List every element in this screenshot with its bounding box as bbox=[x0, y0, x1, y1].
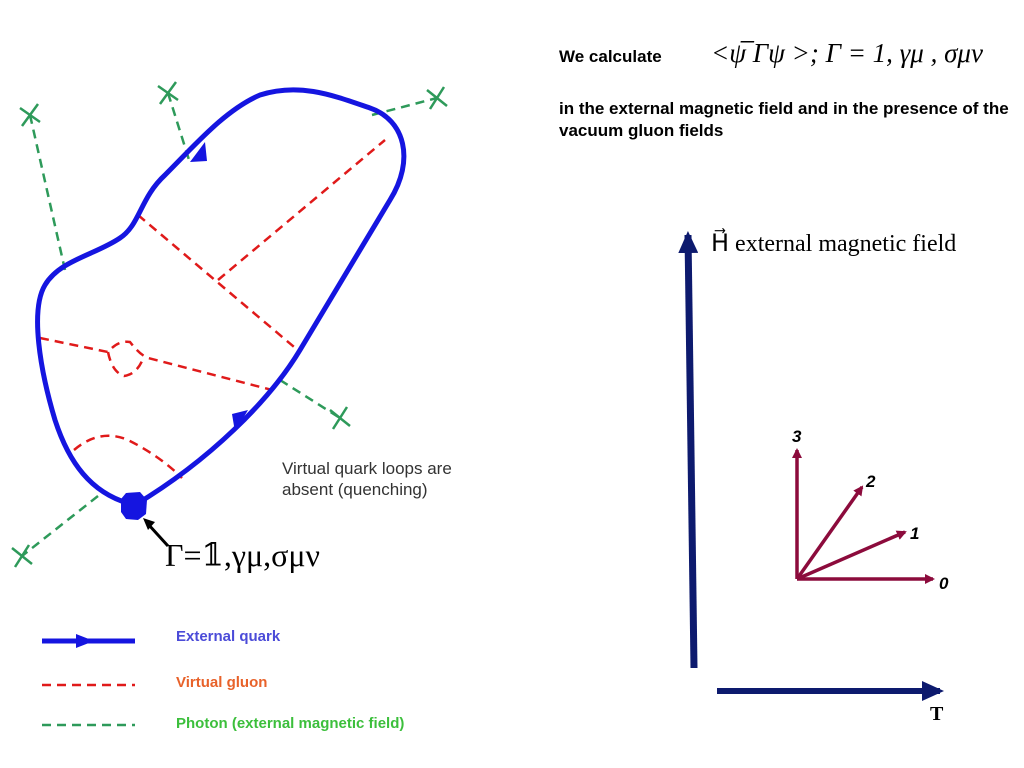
calc-formula: <ψ̅ Γψ >; Γ = 1, γμ , σμν bbox=[711, 38, 983, 68]
vector-2-label: 2 bbox=[866, 472, 876, 491]
vertex-pointer-arrowhead bbox=[143, 518, 155, 530]
photon-cross-right bbox=[329, 406, 351, 430]
photon-line-bottom-left bbox=[21, 495, 99, 557]
photon-line-top-left bbox=[28, 114, 67, 271]
quark-vertex bbox=[121, 492, 147, 520]
gluon-lines bbox=[39, 139, 386, 479]
vertical-axis bbox=[678, 231, 699, 669]
vertex-pointer-line bbox=[146, 522, 170, 548]
subtitle: in the external magnetic field and in th… bbox=[559, 99, 1009, 140]
quark-arrow-lower bbox=[232, 410, 248, 432]
photon-cross-top-left bbox=[19, 103, 41, 127]
calc-label: We calculate bbox=[559, 47, 662, 66]
vector-0-label: 0 bbox=[939, 574, 949, 593]
gluon-line-lower-arc bbox=[73, 434, 183, 479]
quark-arrow-top bbox=[190, 142, 207, 162]
vector-1-label: 1 bbox=[910, 524, 920, 543]
legend-quark-arrow-icon bbox=[76, 634, 94, 648]
vector-3-label: 3 bbox=[792, 427, 802, 446]
photon-line-top-right bbox=[371, 96, 438, 117]
horizontal-axis-label: T bbox=[930, 703, 944, 725]
legend-photon-label: Photon (external magnetic field) bbox=[176, 715, 405, 732]
vector-2 bbox=[795, 485, 864, 581]
legend-external-quark-label: External quark bbox=[176, 628, 281, 645]
photon-vertices bbox=[11, 81, 448, 568]
gluon-line-upper-diagonal bbox=[137, 214, 301, 353]
quark-loop bbox=[35, 87, 407, 508]
photon-cross-top bbox=[157, 81, 179, 105]
gluon-line-middle-loop bbox=[39, 336, 273, 392]
vector-1 bbox=[796, 530, 907, 581]
gluon-line-upper-right bbox=[217, 139, 386, 281]
field-vectors bbox=[792, 448, 935, 584]
quenching-note: Virtual quark loops are absent (quenchin… bbox=[282, 459, 452, 499]
photon-line-right bbox=[279, 378, 341, 420]
photon-cross-bottom-left bbox=[11, 544, 33, 568]
photon-cross-top-right bbox=[426, 86, 448, 110]
vertical-axis-label: H⃗ external magnetic field bbox=[711, 231, 957, 257]
legend-virtual-gluon-label: Virtual gluon bbox=[176, 674, 268, 691]
vertex-formula: Γ=𝟙,γμ,σμν bbox=[165, 537, 320, 573]
